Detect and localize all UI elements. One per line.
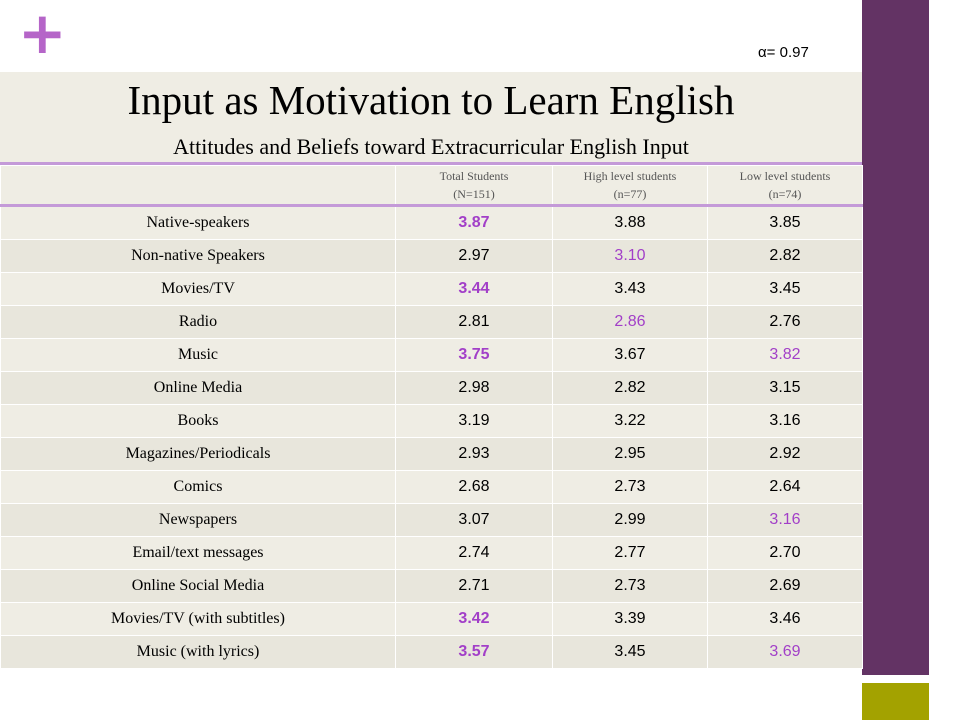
cell-low: 2.69 (707, 569, 863, 603)
cell-total: 3.42 (395, 602, 553, 636)
cell-low: 2.76 (707, 305, 863, 339)
row-label: Online Social Media (0, 569, 396, 603)
cell-high: 2.77 (552, 536, 708, 570)
header-blank (0, 165, 396, 207)
results-table: Total Students (N=151) High level studen… (0, 165, 863, 669)
header-sample-size: (n=77) (613, 187, 647, 201)
cell-low: 2.70 (707, 536, 863, 570)
cell-high: 2.73 (552, 569, 708, 603)
cell-total: 2.74 (395, 536, 553, 570)
cell-low: 3.16 (707, 404, 863, 438)
alpha-value: α= 0.97 (758, 44, 809, 61)
cell-total: 2.98 (395, 371, 553, 405)
cell-high: 2.86 (552, 305, 708, 339)
cell-total: 2.97 (395, 239, 553, 273)
cell-low: 2.92 (707, 437, 863, 471)
cell-total: 3.57 (395, 635, 553, 669)
row-label: Radio (0, 305, 396, 339)
table-row: Online Social Media 2.71 2.73 2.69 (0, 569, 863, 603)
header-high-level: High level students (n=77) (552, 165, 708, 207)
cell-high: 2.99 (552, 503, 708, 537)
row-label: Movies/TV (0, 272, 396, 306)
row-label: Music (0, 338, 396, 372)
table-row: Movies/TV 3.44 3.43 3.45 (0, 272, 863, 306)
row-label: Movies/TV (with subtitles) (0, 602, 396, 636)
header-line: High level students (583, 169, 677, 183)
table-row: Radio 2.81 2.86 2.76 (0, 305, 863, 339)
table-row: Music 3.75 3.67 3.82 (0, 338, 863, 372)
table-row: Non-native Speakers 2.97 3.10 2.82 (0, 239, 863, 273)
slide-subtitle: Attitudes and Beliefs toward Extracurric… (173, 134, 689, 159)
cell-total: 2.93 (395, 437, 553, 471)
table-row: Books 3.19 3.22 3.16 (0, 404, 863, 438)
cell-high: 3.43 (552, 272, 708, 306)
cell-total: 3.07 (395, 503, 553, 537)
cell-high: 3.88 (552, 205, 708, 240)
table-row: Email/text messages 2.74 2.77 2.70 (0, 536, 863, 570)
header-line: Total Students (439, 169, 509, 183)
cell-low: 3.82 (707, 338, 863, 372)
header-line: Low level students (739, 169, 831, 183)
cell-total: 3.19 (395, 404, 553, 438)
cell-low: 3.16 (707, 503, 863, 537)
row-label: Music (with lyrics) (0, 635, 396, 669)
row-label: Books (0, 404, 396, 438)
cell-high: 3.45 (552, 635, 708, 669)
table-row: Online Media 2.98 2.82 3.15 (0, 371, 863, 405)
cell-high: 3.67 (552, 338, 708, 372)
cell-total: 3.87 (395, 205, 553, 240)
row-label: Native-speakers (0, 205, 396, 240)
plus-icon: + (18, 0, 67, 67)
row-label: Comics (0, 470, 396, 504)
cell-total: 3.44 (395, 272, 553, 306)
table-row: Newspapers 3.07 2.99 3.16 (0, 503, 863, 537)
row-label: Magazines/Periodicals (0, 437, 396, 471)
table-row: Magazines/Periodicals 2.93 2.95 2.92 (0, 437, 863, 471)
header-sample-size: (N=151) (453, 187, 495, 201)
cell-low: 2.82 (707, 239, 863, 273)
cell-low: 2.64 (707, 470, 863, 504)
sidebar-accent-bar (862, 0, 929, 675)
cell-high: 2.95 (552, 437, 708, 471)
cell-total: 2.81 (395, 305, 553, 339)
table-row: Comics 2.68 2.73 2.64 (0, 470, 863, 504)
table-row: Native-speakers 3.87 3.88 3.85 (0, 205, 863, 240)
row-label: Online Media (0, 371, 396, 405)
row-label: Email/text messages (0, 536, 396, 570)
cell-total: 2.68 (395, 470, 553, 504)
cell-high: 3.22 (552, 404, 708, 438)
title-divider (0, 162, 862, 165)
slide-title: Input as Motivation to Learn English (127, 77, 735, 123)
row-label: Non-native Speakers (0, 239, 396, 273)
title-background (0, 72, 862, 164)
row-label: Newspapers (0, 503, 396, 537)
cell-high: 3.39 (552, 602, 708, 636)
cell-high: 2.73 (552, 470, 708, 504)
cell-total: 2.71 (395, 569, 553, 603)
table-row: Music (with lyrics) 3.57 3.45 3.69 (0, 635, 863, 669)
cell-low: 3.15 (707, 371, 863, 405)
cell-high: 2.82 (552, 371, 708, 405)
cell-high: 3.10 (552, 239, 708, 273)
cell-total: 3.75 (395, 338, 553, 372)
header-low-level: Low level students (n=74) (707, 165, 863, 207)
cell-low: 3.69 (707, 635, 863, 669)
table-header-row: Total Students (N=151) High level studen… (0, 165, 863, 207)
cell-low: 3.85 (707, 205, 863, 240)
header-sample-size: (n=74) (768, 187, 802, 201)
cell-low: 3.45 (707, 272, 863, 306)
corner-accent-block (862, 683, 929, 720)
table-row: Movies/TV (with subtitles) 3.42 3.39 3.46 (0, 602, 863, 636)
header-total-students: Total Students (N=151) (395, 165, 553, 207)
cell-low: 3.46 (707, 602, 863, 636)
